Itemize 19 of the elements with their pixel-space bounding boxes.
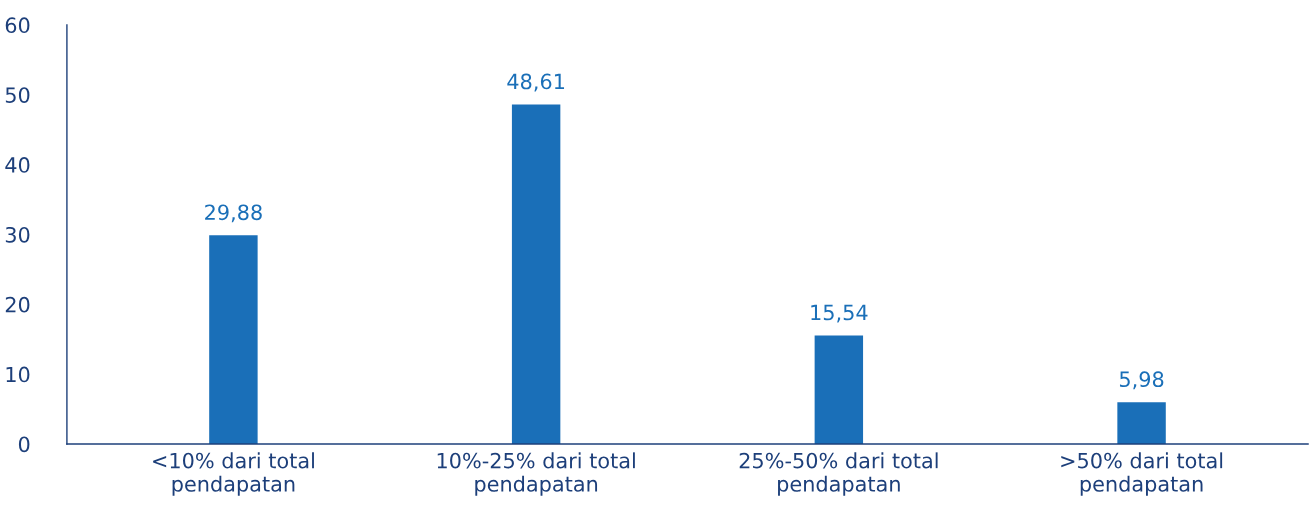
bar (814, 335, 864, 444)
x-tick-label: >50% dari total pendapatan (1061, 452, 1223, 496)
y-tick-label: 50 (5, 87, 30, 103)
x-tick-label: 10%-25% dari total pendapatan (437, 452, 635, 496)
y-tick-label: 60 (5, 17, 30, 34)
data-label: 15,54 (811, 304, 868, 323)
bar (209, 235, 258, 444)
y-tick-label: 10 (6, 366, 30, 383)
y-tick-label: 0 (18, 436, 30, 453)
y-tick-label: 40 (5, 157, 30, 173)
bar (511, 104, 561, 444)
data-label: 48,61 (507, 73, 565, 92)
y-tick-label: 30 (5, 226, 30, 243)
data-label: 29,88 (205, 204, 262, 223)
x-tick-label: 25%-50% dari total pendapatan (739, 452, 938, 496)
bar (1117, 402, 1166, 444)
y-tick-label: 20 (5, 296, 30, 313)
data-label: 5,98 (1119, 371, 1164, 390)
x-tick-label: <10% dari total pendapatan (153, 452, 314, 496)
